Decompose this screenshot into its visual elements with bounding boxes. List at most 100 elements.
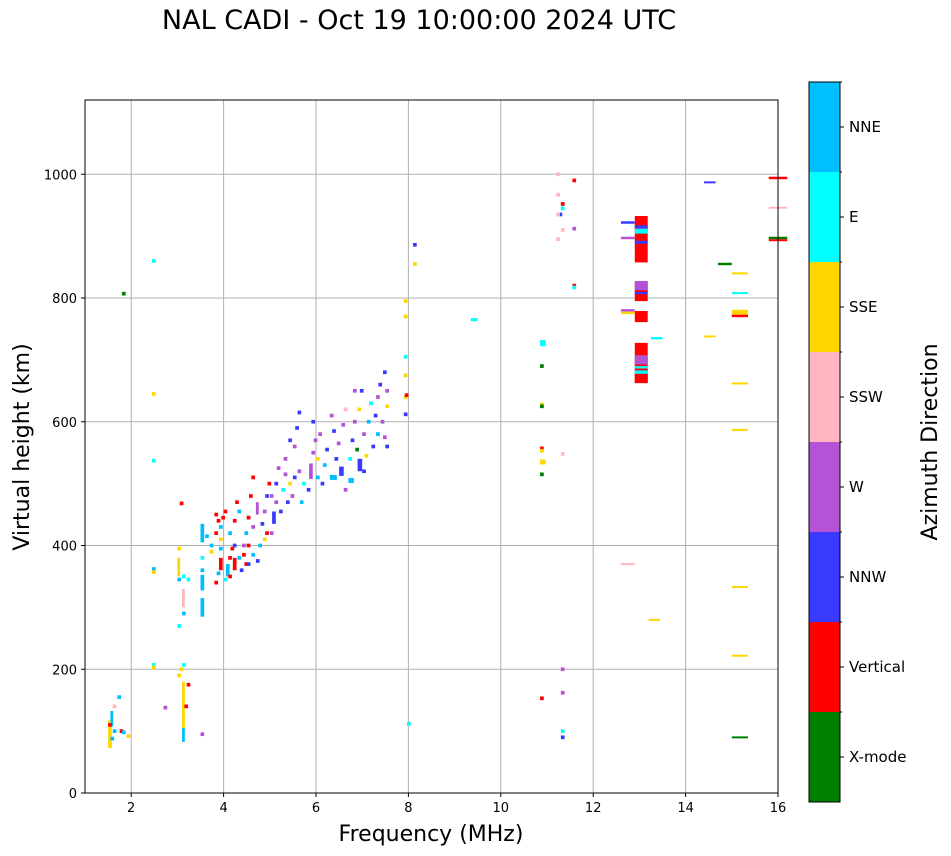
data-point [369, 401, 373, 406]
data-point [339, 466, 344, 476]
data-point [232, 518, 237, 523]
axis-ticks: 2 4 6 8 10 12 14 16 0 200 400 600 800 1000 [44, 168, 786, 816]
data-point [620, 563, 635, 566]
colorbar-label-nne: NNE [849, 118, 881, 136]
data-point [112, 704, 117, 709]
data-point [560, 667, 565, 672]
colorbar: X-mode Vertical NNW W SSW SSE E NNE [808, 81, 906, 803]
data-point [311, 450, 316, 455]
data-point [572, 178, 577, 183]
data-point [151, 570, 156, 574]
data-point [329, 413, 334, 418]
data-point [540, 446, 544, 451]
data-point [325, 447, 329, 452]
data-point [634, 291, 648, 295]
data-point [556, 237, 560, 242]
data-point [177, 624, 182, 628]
data-point [634, 366, 648, 369]
data-point [731, 586, 748, 589]
data-point [186, 682, 191, 687]
data-point [108, 723, 112, 727]
colorbar-swatch-nne [809, 82, 840, 172]
y-tick-label: 400 [52, 540, 77, 555]
colorbar-label-vertical: Vertical [849, 658, 905, 676]
data-point [297, 410, 302, 415]
data-point [348, 478, 354, 484]
data-point [237, 509, 242, 514]
y-tick-label: 200 [52, 663, 77, 678]
x-tick-label: 2 [127, 801, 135, 816]
data-point [634, 280, 648, 291]
data-point [242, 543, 246, 548]
data-point [362, 432, 366, 436]
data-point [279, 509, 283, 514]
data-point [200, 523, 205, 543]
data-point [556, 172, 560, 177]
data-point [413, 242, 417, 247]
data-point [540, 696, 544, 701]
data-point [221, 515, 225, 520]
data-point [403, 299, 408, 303]
colorbar-swatch-x-mode [809, 712, 840, 802]
data-point [560, 735, 565, 740]
data-point [251, 475, 256, 480]
data-point [731, 428, 748, 431]
data-point [214, 512, 219, 517]
data-point [385, 444, 389, 449]
data-point [214, 531, 219, 535]
data-point [295, 426, 299, 430]
colorbar-label-sse: SSE [849, 298, 878, 316]
data-point [560, 690, 565, 695]
x-tick-label: 8 [404, 801, 412, 816]
data-point [350, 438, 355, 443]
data-point [179, 501, 184, 506]
data-point [182, 663, 186, 667]
data-point [302, 481, 306, 486]
data-point [357, 407, 362, 412]
data-point [348, 457, 353, 461]
y-tick-label: 800 [52, 292, 77, 307]
data-point [309, 463, 313, 479]
data-point [246, 515, 251, 520]
data-point [182, 726, 185, 742]
data-point [620, 309, 635, 312]
x-tick-label: 6 [312, 801, 320, 816]
data-point [177, 673, 182, 678]
data-point [556, 212, 560, 217]
data-point [731, 382, 748, 385]
data-point [366, 419, 371, 424]
y-tick-label: 1000 [44, 168, 77, 183]
data-point [182, 574, 186, 579]
plot-frame [84, 99, 779, 794]
data-point [232, 543, 237, 548]
data-point [620, 221, 635, 224]
data-point [470, 318, 478, 322]
data-point [218, 557, 223, 571]
y-tick-label: 0 [69, 787, 77, 802]
data-point [267, 481, 272, 486]
data-point [108, 720, 112, 749]
data-point [209, 549, 214, 554]
data-point [731, 736, 748, 739]
x-tick-label: 16 [770, 801, 787, 816]
data-point [290, 494, 295, 498]
data-point [540, 459, 546, 465]
data-point [560, 202, 565, 206]
data-point [218, 537, 223, 542]
data-point [362, 469, 366, 474]
data-point [223, 577, 228, 582]
data-point [228, 531, 232, 535]
data-point [560, 729, 565, 733]
data-point [216, 518, 221, 523]
colorbar-label-x-mode: X-mode [849, 748, 906, 766]
x-tick-label: 14 [677, 801, 694, 816]
colorbar-swatch-w [809, 442, 840, 532]
data-point [269, 531, 274, 535]
data-point [572, 226, 577, 231]
chart-title: NAL CADI - Oct 19 10:00:00 2024 UTC [161, 5, 677, 36]
data-point [110, 711, 114, 727]
data-point [262, 509, 267, 514]
data-point [717, 262, 732, 266]
data-point [332, 429, 336, 433]
